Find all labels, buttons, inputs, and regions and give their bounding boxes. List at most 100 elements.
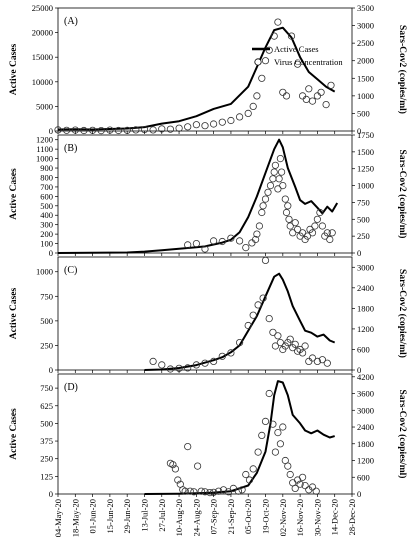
virus-concentration-point (276, 440, 284, 448)
virus-concentration-point (274, 428, 282, 437)
virus-concentration-point (258, 431, 266, 439)
y2-tick-label: 1500 (357, 73, 374, 83)
virus-concentration-point (261, 256, 270, 264)
x-tick-label: 18-May-20 (70, 499, 80, 537)
panels-group: 0500010000150002000025000050010001500200… (9, 3, 408, 499)
virus-concentration-point (286, 335, 294, 343)
virus-concentration-point (80, 126, 88, 135)
virus-concentration-point (210, 120, 218, 128)
y-tick-label: 15000 (32, 52, 53, 62)
y-tick-label: 700 (40, 182, 53, 192)
y-tick-label: 1000 (36, 154, 53, 164)
virus-concentration-point (266, 182, 275, 190)
y2-tick-label: 250 (357, 231, 370, 241)
y2-tick-label: 3600 (357, 389, 374, 399)
virus-concentration-point (317, 88, 325, 96)
x-tick-label: 30-Nov-20 (312, 499, 322, 536)
x-tick-label: 02-Nov-20 (278, 499, 288, 536)
virus-concentration-point (171, 465, 179, 473)
y-tick-label: 250 (40, 340, 53, 350)
virus-concentration-point (201, 122, 209, 130)
virus-concentration-point (236, 237, 244, 245)
y-tick-label: 500 (40, 201, 53, 211)
virus-concentration-point (305, 357, 313, 365)
x-tick-label: 05-Oct-20 (243, 499, 253, 534)
virus-concentration-point (206, 488, 214, 497)
virus-concentration-point (201, 245, 209, 253)
virus-concentration-point (181, 487, 189, 495)
virus-concentration-point (269, 420, 277, 428)
virus-concentration-point (284, 202, 292, 210)
y-tick-label: 300 (40, 220, 53, 230)
y2-tick-label: 1000 (357, 91, 374, 101)
y-tick-label: 250 (40, 454, 53, 464)
virus-concentration-point (291, 219, 299, 227)
y-axis-label: Active Cases (9, 287, 19, 339)
y2-tick-label: 1250 (357, 164, 374, 174)
y-tick-label: 1200 (36, 135, 53, 145)
virus-concentration-point (276, 155, 284, 163)
y-tick-label: 10000 (32, 77, 53, 87)
virus-concentration-point (289, 229, 297, 237)
y-tick-label: 375 (40, 436, 53, 446)
y2-tick-label: 1000 (357, 181, 374, 191)
virus-concentration-point (265, 389, 273, 398)
virus-concentration-point (279, 88, 287, 96)
virus-concentration-point (286, 222, 294, 230)
virus-concentration-point (166, 365, 174, 373)
virus-concentration-point (261, 57, 270, 65)
virus-concentration-point (234, 487, 242, 495)
legend-virus-swatch (254, 58, 262, 66)
virus-concentration-point (286, 470, 294, 479)
x-tick-label: 14-Dec-20 (330, 499, 340, 535)
active-cases-line (57, 138, 339, 254)
x-tick-label: 01-Jun-20 (88, 499, 98, 533)
virus-concentration-point (261, 417, 270, 425)
y-tick-label: 20000 (32, 28, 53, 38)
virus-concentration-point (248, 239, 256, 247)
y-tick-label: 25000 (32, 3, 53, 13)
y2-axis-label: Sars-Cov2 (copies/ml) (397, 150, 408, 239)
virus-concentration-point (270, 32, 278, 40)
virus-concentration-point (254, 448, 262, 456)
virus-concentration-point (313, 92, 321, 100)
y-tick-label: 900 (40, 163, 53, 173)
x-tick-label: 04-May-20 (53, 499, 63, 537)
virus-concentration-point (271, 448, 279, 456)
virus-concentration-point (271, 342, 279, 350)
virus-concentration-point (308, 483, 317, 491)
y-tick-label: 1000 (36, 267, 53, 277)
virus-concentration-point (244, 321, 252, 330)
virus-concentration-point (238, 486, 246, 494)
y2-tick-label: 2500 (357, 38, 374, 48)
y-tick-label: 600 (40, 191, 53, 201)
virus-concentration-point (62, 126, 71, 134)
virus-concentration-point (318, 356, 326, 364)
plot-frame (57, 256, 353, 371)
panel-label: (D) (64, 382, 78, 393)
virus-concentration-point (277, 168, 286, 176)
virus-concentration-point (179, 486, 187, 494)
virus-concentration-point (174, 476, 182, 484)
virus-concentration-point (284, 462, 292, 470)
virus-concentration-point (323, 359, 331, 367)
virus-concentration-point (328, 229, 336, 237)
y2-tick-label: 1800 (357, 303, 374, 313)
y2-axis-label: Sars-Cov2 (copies/ml) (397, 25, 408, 114)
virus-concentration-point (301, 342, 309, 350)
virus-concentration-point (271, 161, 279, 169)
virus-concentration-point (269, 328, 277, 336)
virus-concentration-point (265, 314, 273, 323)
virus-concentration-point (282, 208, 291, 217)
virus-concentration-point (254, 301, 262, 309)
virus-concentration-point (298, 349, 307, 357)
virus-concentration-point (210, 237, 218, 245)
virus-concentration-point (166, 125, 174, 133)
virus-concentration-point (296, 480, 304, 488)
virus-concentration-point (279, 423, 287, 431)
virus-concentration-point (253, 92, 261, 100)
virus-concentration-point (197, 487, 205, 495)
virus-concentration-point (275, 175, 283, 183)
virus-concentration-point (311, 222, 319, 230)
legend-virus-label: Virus Concentration (274, 57, 343, 67)
